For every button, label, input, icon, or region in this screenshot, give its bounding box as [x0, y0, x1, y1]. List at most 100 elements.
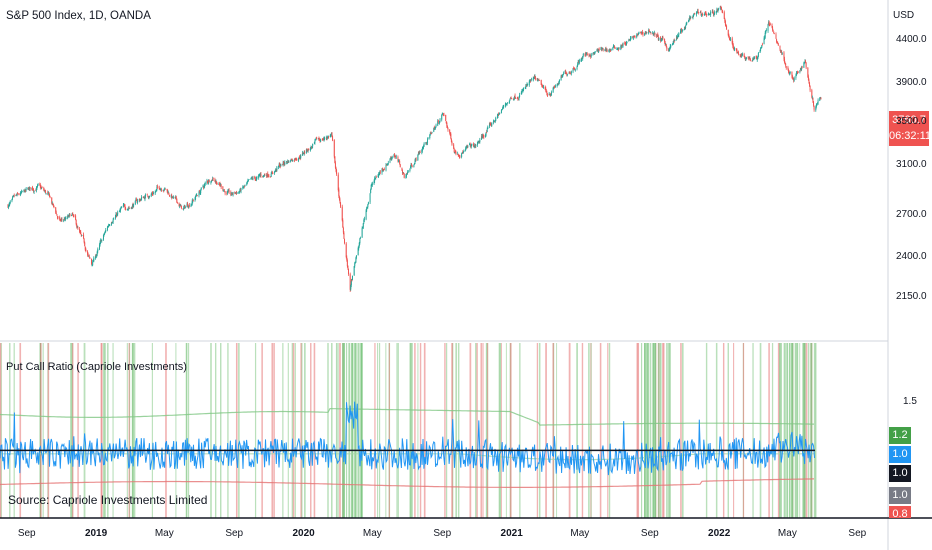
candle — [539, 80, 540, 81]
candle — [619, 47, 620, 49]
candle-body — [141, 197, 142, 199]
candle — [225, 191, 226, 195]
candle-body — [45, 190, 46, 193]
candle-body — [264, 175, 265, 176]
high-signal-bar — [295, 343, 296, 518]
candle-body — [88, 254, 89, 255]
low-signal-bar — [743, 343, 744, 518]
candle — [141, 195, 142, 200]
candle-body — [271, 174, 272, 177]
candle — [249, 179, 250, 180]
candle-body — [201, 188, 202, 190]
candle — [774, 33, 775, 34]
high-signal-bar — [499, 343, 501, 518]
candle — [121, 206, 122, 208]
oscillator-series[interactable] — [0, 402, 815, 488]
candle — [48, 192, 49, 193]
candle — [595, 51, 596, 53]
candle — [320, 139, 321, 143]
candle — [734, 47, 735, 52]
candle — [432, 132, 433, 134]
main-chart-title[interactable]: S&P 500 Index, 1D, OANDA — [6, 10, 151, 22]
high-signal-bar — [220, 343, 221, 518]
candle — [93, 256, 94, 262]
candle — [607, 48, 608, 52]
price-tick-label: 3900.0 — [896, 77, 927, 88]
low-signal-bar — [663, 343, 664, 518]
candle — [766, 28, 767, 31]
high-signal-bar — [772, 343, 773, 518]
candle-body — [248, 180, 249, 181]
candle — [89, 257, 90, 259]
high-signal-bar — [789, 343, 790, 518]
oscillator-title[interactable]: Put Call Ratio (Capriole Investments) — [6, 361, 187, 373]
high-signal-bar — [609, 343, 610, 518]
candle-body — [523, 88, 524, 90]
candle-body — [209, 180, 210, 182]
candle — [73, 214, 74, 217]
candle-body — [189, 205, 190, 207]
candle — [686, 22, 687, 25]
high-signal-bar — [188, 343, 189, 518]
candle — [820, 97, 821, 100]
high-signal-bar — [210, 343, 212, 518]
high-signal-bar — [506, 343, 507, 518]
candle-body — [334, 140, 335, 157]
candle — [814, 106, 815, 112]
candle-body — [467, 146, 468, 147]
high-signal-bar — [556, 343, 557, 518]
candle — [189, 203, 190, 207]
candle-body — [790, 72, 791, 73]
high-signal-bar — [255, 343, 256, 518]
candle — [185, 206, 186, 209]
candle-body — [436, 125, 437, 127]
candle — [221, 184, 222, 189]
candle-body — [776, 34, 777, 38]
candle — [260, 172, 261, 178]
candle — [157, 185, 158, 189]
candle — [332, 136, 333, 142]
candle-body — [354, 263, 355, 266]
candle — [50, 196, 51, 199]
candle-body — [342, 220, 343, 227]
candle-body — [125, 208, 126, 209]
candle-body — [531, 80, 532, 81]
candle-body — [245, 185, 246, 186]
candle-body — [288, 161, 289, 163]
candle-body — [519, 97, 520, 99]
candle-body — [296, 159, 297, 160]
candle-body — [197, 195, 198, 196]
high-signal-bar — [787, 343, 788, 518]
candle-body — [85, 249, 86, 251]
high-signal-bar — [446, 343, 447, 518]
candle-body — [121, 207, 122, 208]
candle-body — [260, 174, 261, 176]
candle-body — [120, 209, 121, 210]
candlestick-series[interactable] — [7, 6, 821, 292]
candle-body — [798, 72, 799, 73]
candle-body — [511, 98, 512, 99]
candle-body — [806, 63, 807, 68]
candle-body — [750, 59, 751, 60]
high-signal-bar — [781, 343, 782, 518]
candle — [400, 164, 401, 168]
candle-body — [782, 53, 783, 54]
high-signal-bar — [706, 343, 707, 518]
candle-body — [413, 165, 414, 167]
candle-body — [129, 208, 130, 209]
candle — [83, 233, 84, 240]
candle-body — [344, 239, 345, 243]
candle — [459, 155, 460, 158]
candle — [248, 180, 249, 182]
candle-body — [101, 240, 102, 241]
candle — [268, 174, 269, 177]
candle-body — [233, 192, 234, 194]
candle-body — [229, 190, 230, 192]
candle — [479, 138, 480, 144]
low-signal-bar — [582, 343, 583, 518]
candle — [137, 199, 138, 205]
low-signal-bar — [537, 343, 538, 518]
candle-body — [734, 48, 735, 51]
candle-body — [351, 281, 352, 285]
